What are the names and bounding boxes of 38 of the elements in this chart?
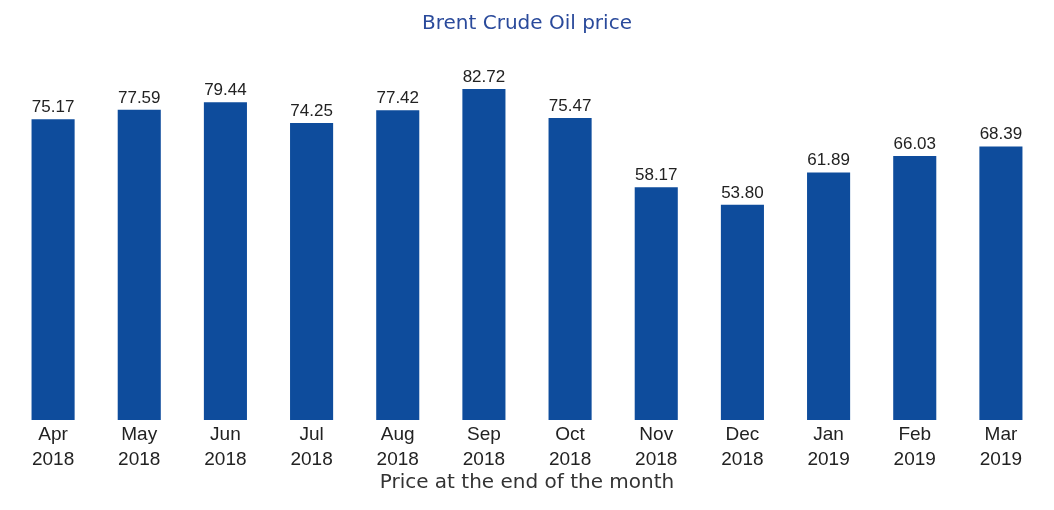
x-tick-label: Mar 2019 bbox=[979, 423, 1023, 469]
data-label: 75.17 bbox=[31, 97, 75, 117]
x-tick-label: Dec 2018 bbox=[721, 423, 764, 469]
data-label: 77.59 bbox=[117, 87, 161, 107]
bar bbox=[979, 146, 1023, 420]
data-label: 82.72 bbox=[462, 67, 506, 87]
bar bbox=[720, 204, 764, 420]
data-label: 75.47 bbox=[548, 96, 592, 116]
bar bbox=[634, 187, 678, 420]
data-label: 68.39 bbox=[979, 124, 1023, 144]
x-tick-label: Feb 2019 bbox=[893, 423, 936, 469]
x-tick-label: Nov 2018 bbox=[635, 423, 678, 469]
bar bbox=[807, 172, 851, 420]
chart-title: Brent Crude Oil price bbox=[422, 10, 632, 35]
x-tick-label: Aug 2018 bbox=[376, 423, 419, 469]
bar bbox=[203, 102, 247, 420]
data-label: 61.89 bbox=[807, 150, 850, 170]
data-label: 66.03 bbox=[893, 133, 937, 153]
data-label: 58.17 bbox=[634, 165, 678, 185]
bar bbox=[290, 123, 334, 420]
bar bbox=[376, 110, 420, 420]
bar bbox=[31, 119, 75, 420]
x-axis-title: Price at the end of the month bbox=[379, 468, 675, 493]
data-label: 77.42 bbox=[376, 88, 420, 108]
x-tick-label: Jan 2019 bbox=[807, 423, 850, 469]
bar bbox=[893, 155, 937, 420]
x-tick-label: Jul 2018 bbox=[290, 423, 333, 469]
x-tick-label: Sep 2018 bbox=[462, 423, 506, 469]
bar bbox=[462, 89, 506, 420]
bar bbox=[117, 109, 161, 420]
x-tick-label: Jun 2018 bbox=[204, 423, 247, 469]
data-label: 79.44 bbox=[204, 80, 247, 100]
data-label: 53.80 bbox=[721, 182, 764, 202]
x-tick-label: May 2018 bbox=[118, 423, 161, 469]
bar bbox=[548, 118, 592, 420]
x-tick-label: Apr 2018 bbox=[31, 423, 75, 469]
data-label: 74.25 bbox=[290, 101, 333, 120]
x-tick-label: Oct 2018 bbox=[548, 423, 592, 469]
